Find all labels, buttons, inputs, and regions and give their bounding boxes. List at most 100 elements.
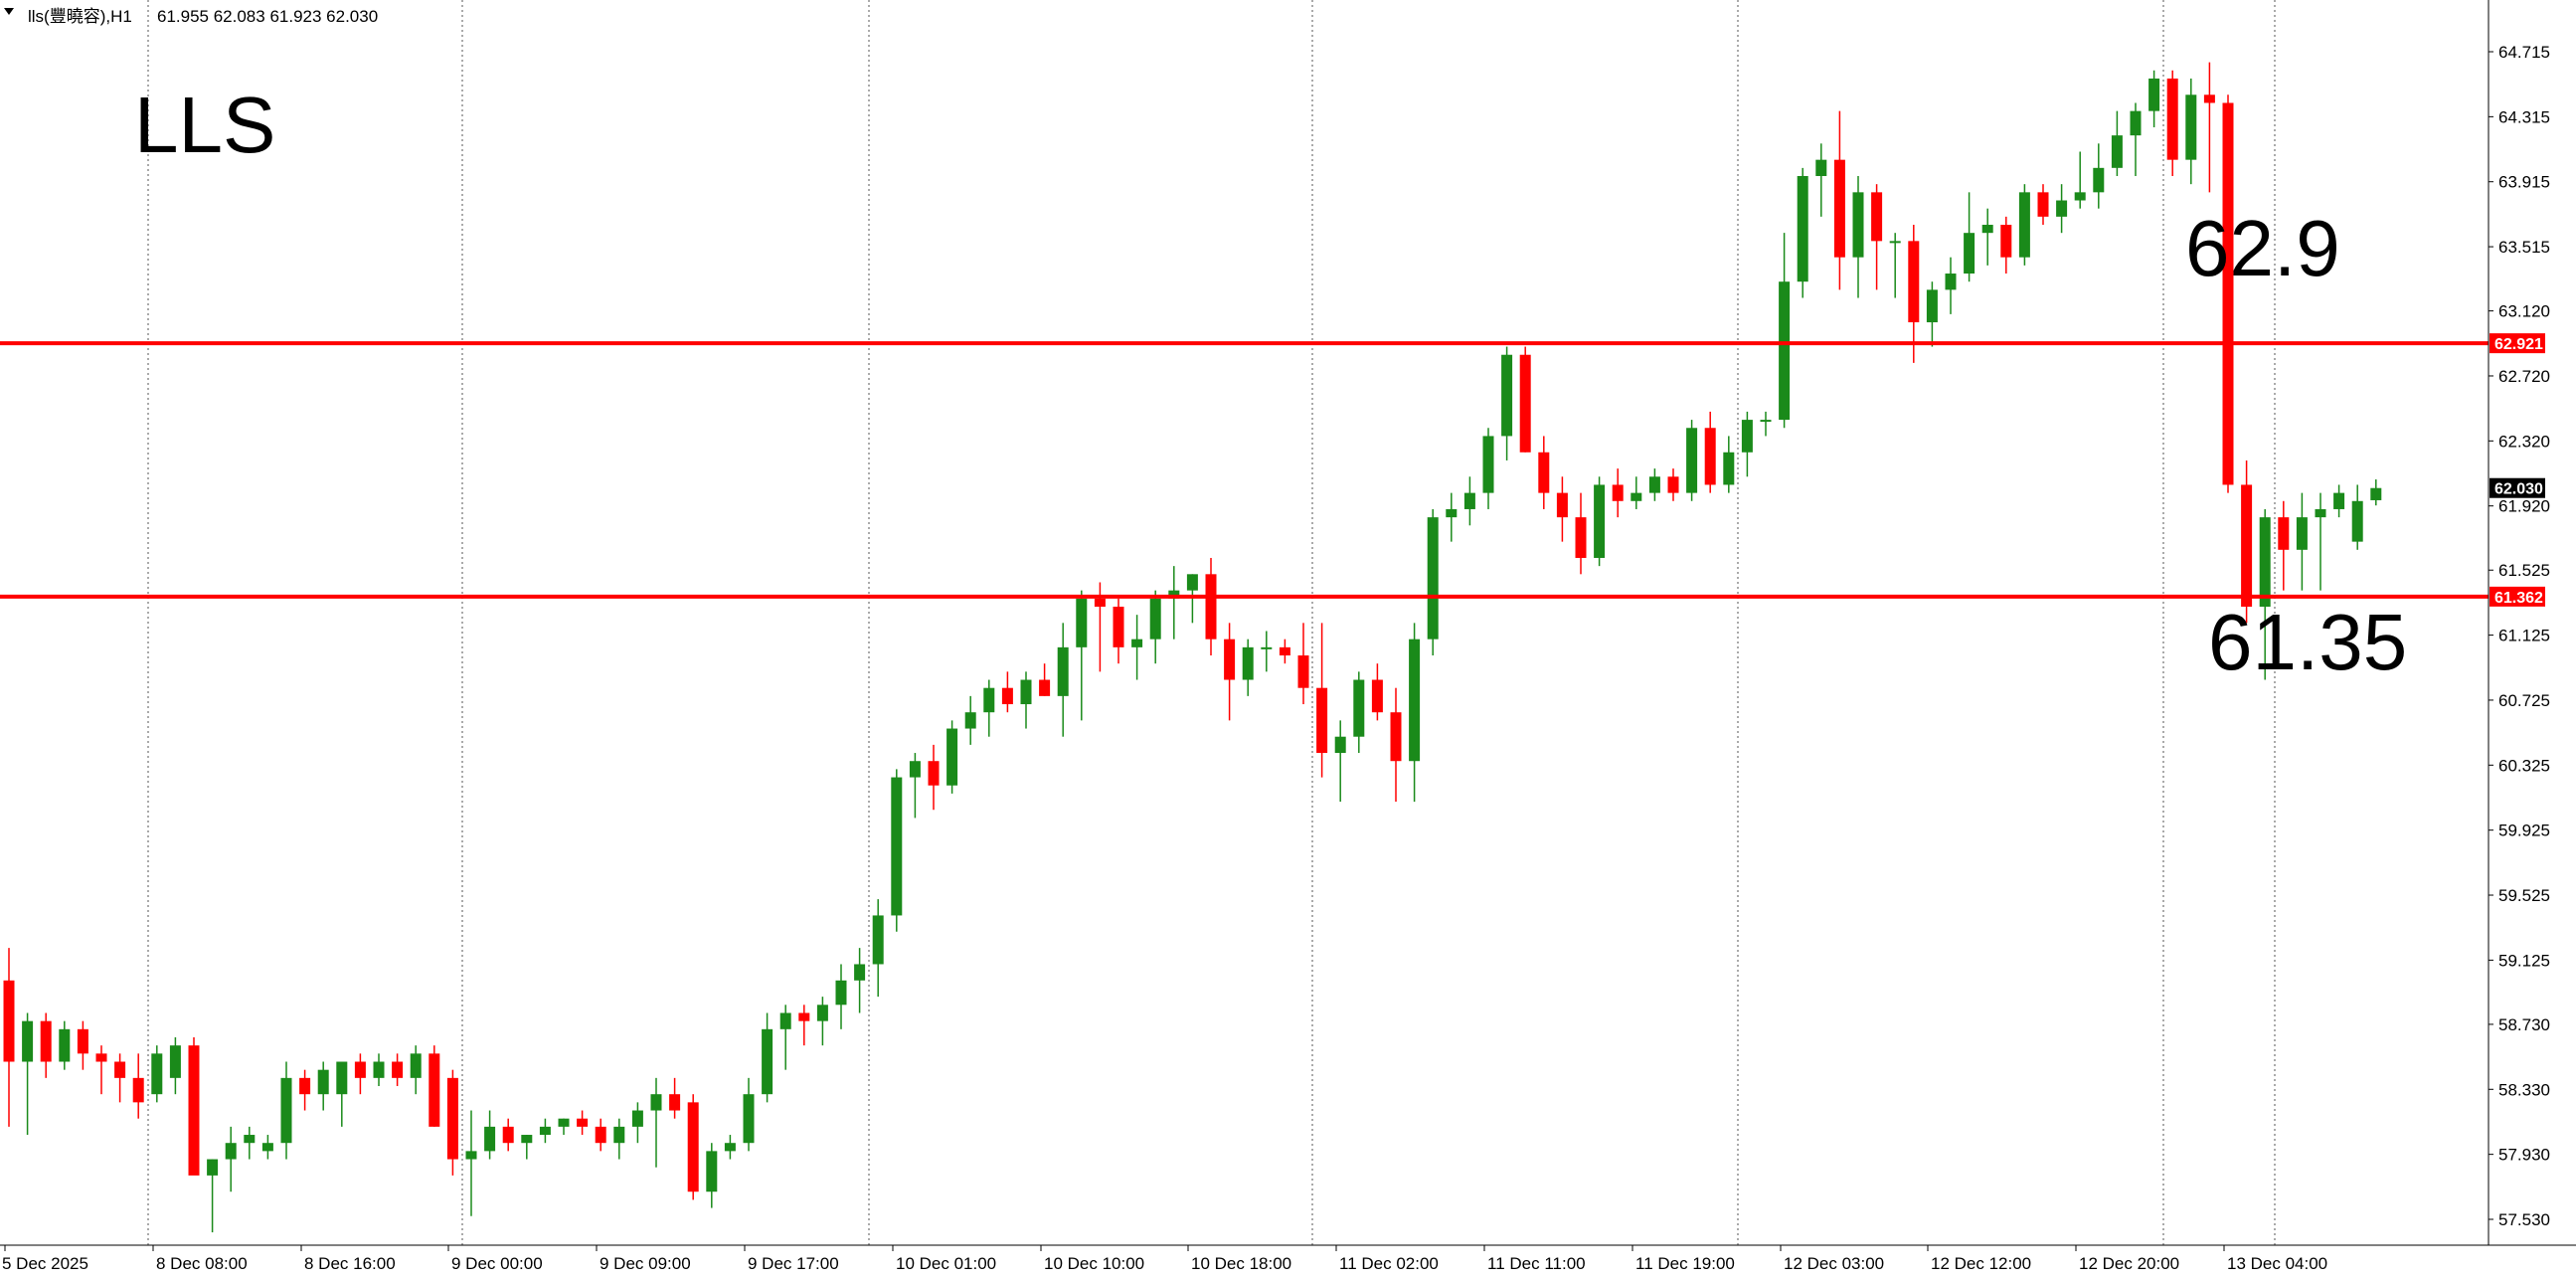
bull-candle-body <box>151 1053 163 1095</box>
bull-candle-body <box>280 1077 292 1144</box>
candle <box>650 1077 662 1168</box>
bear-candle-body <box>2222 102 2234 485</box>
bull-candle-body <box>1741 420 1753 453</box>
time-tick-label: 9 Dec 17:00 <box>748 1254 839 1273</box>
dropdown-triangle-icon[interactable] <box>4 8 14 15</box>
bull-candle-body <box>743 1094 755 1144</box>
candle <box>169 1036 181 1095</box>
candle <box>946 720 958 794</box>
bull-candle-body <box>1076 598 1088 647</box>
bear-candle-body <box>1538 452 1550 493</box>
candle <box>1168 566 1180 640</box>
candle <box>1501 346 1513 460</box>
bull-candle-body <box>558 1118 570 1127</box>
candle <box>1612 468 1624 518</box>
candle <box>244 1126 256 1160</box>
bear-candle-body <box>77 1028 88 1054</box>
bear-candle-body <box>1390 712 1402 762</box>
candle <box>1316 623 1328 778</box>
time-tick-label: 10 Dec 10:00 <box>1044 1254 1144 1273</box>
bull-candle-body <box>1334 736 1346 754</box>
price-tick-label: 64.715 <box>2498 43 2550 62</box>
current-price-tag-bg <box>2490 477 2545 498</box>
candle <box>909 753 921 819</box>
candle <box>2222 94 2234 493</box>
candle <box>558 1118 570 1136</box>
time-tick-label: 12 Dec 12:00 <box>1931 1254 2031 1273</box>
bull-candle-body <box>244 1135 256 1144</box>
candle <box>1797 167 1808 298</box>
bull-candle-body <box>1186 574 1198 591</box>
bull-candle-body <box>762 1028 773 1095</box>
price-tick-label: 61.920 <box>2498 497 2550 516</box>
time-tick-label: 10 Dec 01:00 <box>896 1254 996 1273</box>
bull-candle-body <box>909 761 921 778</box>
candle <box>1001 671 1013 713</box>
candle <box>798 1005 810 1046</box>
bull-candle-body <box>2018 192 2030 258</box>
candle <box>521 1135 533 1160</box>
bull-candle-body <box>2296 517 2308 550</box>
price-tick-label: 59.525 <box>2498 886 2550 905</box>
candle <box>2259 508 2271 680</box>
level-tag-bg-1 <box>2490 586 2545 607</box>
bull-candle-body <box>2333 492 2345 509</box>
candle <box>410 1045 422 1095</box>
candle <box>1945 257 1957 314</box>
bear-candle-body <box>1001 687 1013 705</box>
candle <box>2111 110 2123 176</box>
candle <box>2185 78 2197 185</box>
price-tick-label: 59.925 <box>2498 822 2550 840</box>
chart-symbol-title: lls(豐曉容),H1 <box>28 7 132 26</box>
candle <box>1779 233 1791 429</box>
bull-candle-body <box>2185 94 2197 160</box>
time-tick-label: 11 Dec 11:00 <box>1487 1254 1586 1273</box>
bear-candle-body <box>40 1020 52 1062</box>
candle <box>132 1053 144 1119</box>
price-tick-label: 62.320 <box>2498 432 2550 451</box>
bear-candle-body <box>1371 679 1383 713</box>
candle <box>446 1069 458 1176</box>
bull-candle-body <box>835 980 847 1006</box>
candle <box>613 1118 625 1160</box>
bear-candle-body <box>595 1126 606 1144</box>
bear-candle-body <box>188 1045 200 1176</box>
candle <box>2130 102 2142 176</box>
candle <box>1427 508 1439 656</box>
bear-candle-body <box>798 1012 810 1021</box>
candle <box>1704 411 1716 493</box>
candle <box>2370 479 2382 506</box>
bull-candle-body <box>2315 508 2326 518</box>
bull-candle-body <box>484 1126 496 1152</box>
bear-candle-body <box>1519 354 1531 453</box>
bull-candle-body <box>1631 492 1642 501</box>
bear-candle-body <box>2203 94 2215 103</box>
candle <box>762 1012 773 1103</box>
bull-candle-body <box>2056 200 2068 217</box>
bear-candle-body <box>1094 598 1106 607</box>
bull-candle-body <box>1648 476 1660 493</box>
bull-candle-body <box>373 1061 385 1078</box>
bull-candle-body <box>225 1143 237 1160</box>
bull-candle-body <box>261 1143 273 1152</box>
candle <box>687 1094 699 1200</box>
candle <box>502 1118 514 1152</box>
price-tick-label: 60.325 <box>2498 756 2550 775</box>
candle <box>2351 484 2363 550</box>
bear-candle-body <box>1908 241 1920 323</box>
candle <box>1113 598 1124 664</box>
price-tick-label: 58.330 <box>2498 1080 2550 1099</box>
candle <box>59 1020 71 1070</box>
time-tick-label: 12 Dec 03:00 <box>1784 1254 1884 1273</box>
candle <box>1224 623 1236 721</box>
bull-candle-body <box>1149 598 1161 640</box>
candle <box>317 1061 329 1111</box>
candle <box>429 1045 440 1127</box>
bull-candle-body <box>2259 517 2271 607</box>
horizontal-levels[interactable] <box>0 341 2489 599</box>
time-tick-label: 8 Dec 16:00 <box>304 1254 396 1273</box>
candle <box>669 1077 681 1119</box>
candle <box>484 1110 496 1160</box>
